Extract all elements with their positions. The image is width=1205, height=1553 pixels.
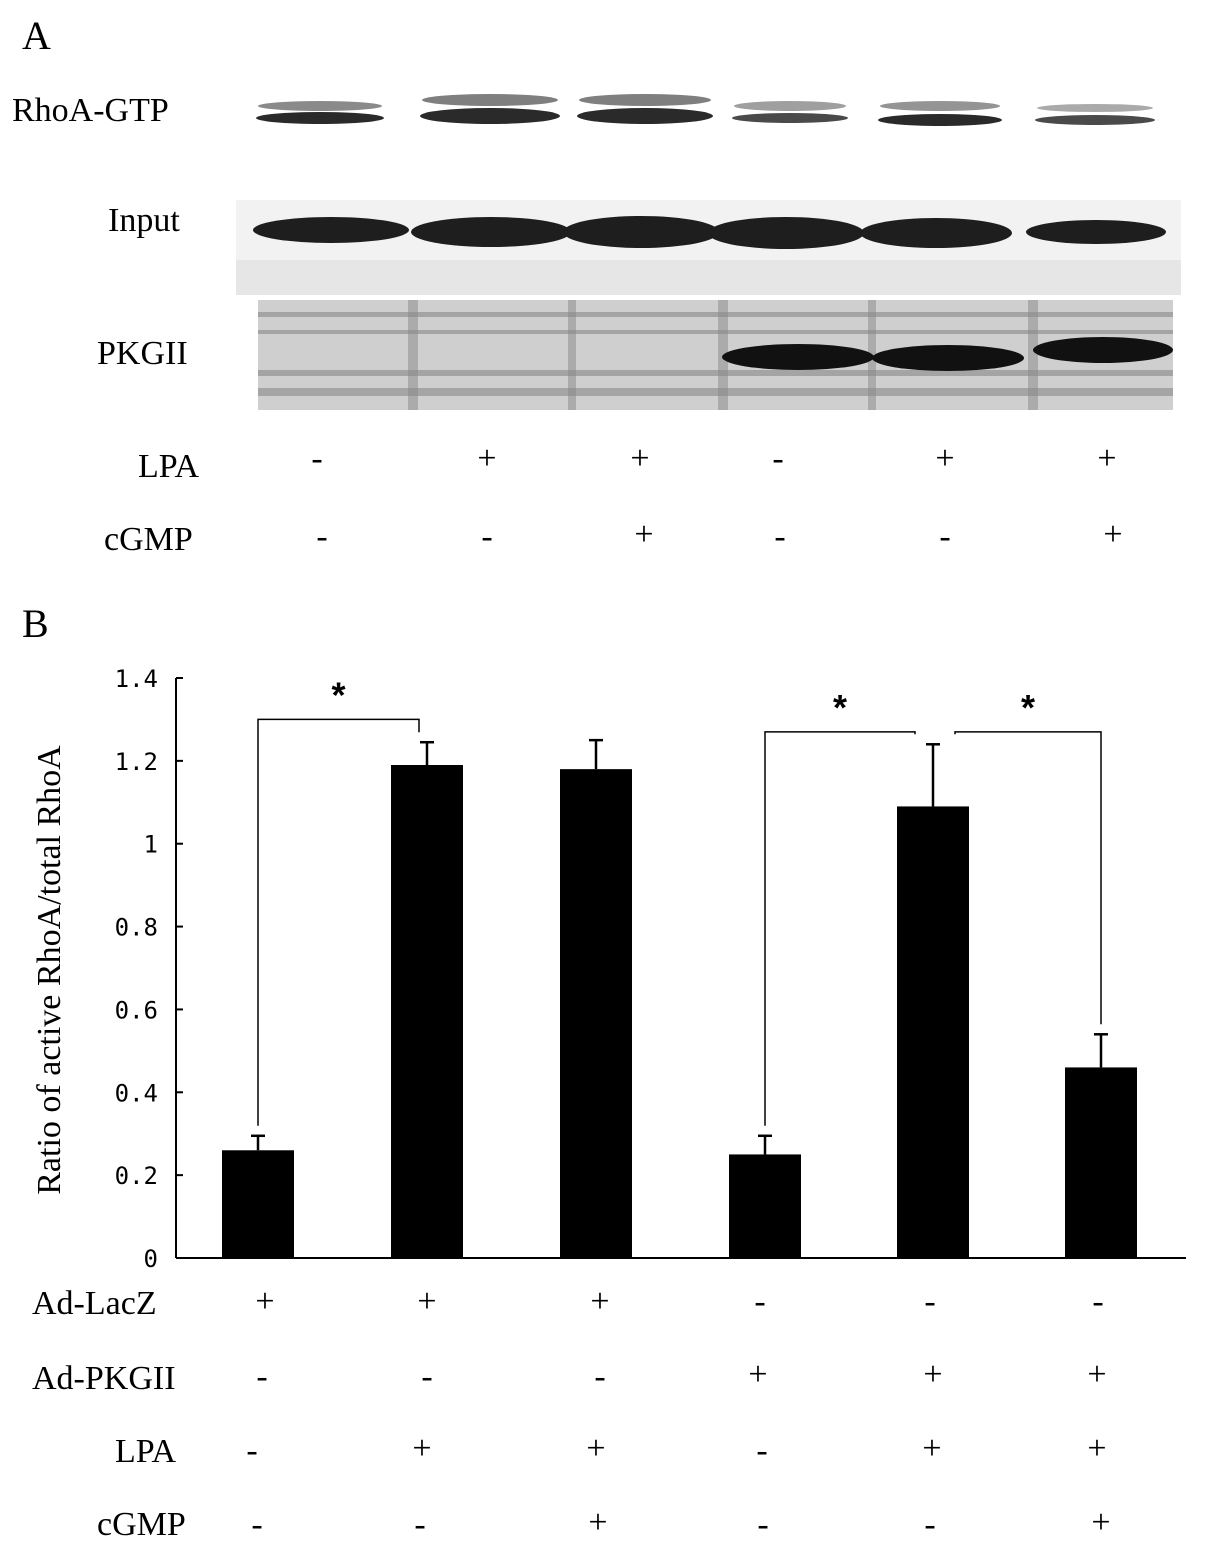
panel-b-cond-label-ad-lacz: Ad-LacZ	[32, 1285, 157, 1322]
panel-b-adpkgii-val-1: -	[256, 1358, 268, 1395]
panel-a-lpa-val-1: -	[311, 440, 323, 477]
panel-b-lpa-val-5: +	[922, 1430, 942, 1467]
panel-b-lpa-val-4: -	[756, 1432, 768, 1469]
panel-b-adlacz-val-3: +	[590, 1283, 610, 1320]
panel-b-cgmp-val-6: +	[1091, 1504, 1111, 1541]
significance-bracket	[764, 731, 916, 1126]
panel-b-lpa-val-3: +	[586, 1430, 606, 1467]
panel-a-cond-label-lpa: LPA	[138, 448, 200, 485]
blot-pkgii	[258, 300, 1173, 410]
panel-a-cgmp-val-2: -	[481, 518, 493, 555]
blot-rhoa-gtp	[250, 88, 1170, 158]
y-tick-label: 0	[144, 1245, 158, 1273]
panel-a-lpa-val-6: +	[1097, 440, 1117, 477]
panel-b-adpkgii-val-4: +	[748, 1356, 768, 1393]
bar-chart: Ratio of active RhoA/total RhoA 0 0.2 0.4 0…	[31, 665, 1186, 1273]
panel-a-cgmp-val-6: +	[1103, 516, 1123, 553]
blot-label-input: Input	[108, 202, 180, 239]
panel-b-cond-label-cgmp: cGMP	[97, 1506, 186, 1543]
blot-label-pkgii: PKGII	[97, 335, 188, 372]
panel-b-lpa-val-2: +	[412, 1430, 432, 1467]
panel-b-cgmp-val-3: +	[588, 1504, 608, 1541]
panel-a-lpa-val-4: -	[772, 440, 784, 477]
significance-star: *	[1021, 687, 1035, 728]
panel-a-cgmp-val-4: -	[774, 518, 786, 555]
panel-a-letter: A	[22, 13, 51, 58]
panel-b-cgmp-val-1: -	[251, 1506, 263, 1543]
panel-b-adlacz-val-5: -	[924, 1283, 936, 1320]
panel-b-cgmp-val-5: -	[924, 1506, 936, 1543]
y-tick-label: 1.4	[115, 665, 158, 693]
significance-bracket	[257, 718, 420, 1126]
blot-input	[236, 200, 1181, 295]
blot-label-rhoa-gtp: RhoA-GTP	[12, 92, 169, 129]
y-tick-label: 0.2	[115, 1162, 158, 1190]
y-tick-label: 0.6	[115, 996, 158, 1024]
panel-a-lpa-val-5: +	[935, 440, 955, 477]
panel-b-adpkgii-val-3: -	[594, 1358, 606, 1395]
panel-b-cond-label-lpa: LPA	[115, 1433, 177, 1470]
panel-b-letter: B	[22, 601, 49, 646]
significance-star: *	[331, 674, 345, 715]
y-tick-label: 1	[144, 831, 158, 859]
panel-b-cgmp-val-4: -	[757, 1506, 769, 1543]
panel-b-adpkgii-val-2: -	[421, 1358, 433, 1395]
y-tick-label: 1.2	[115, 748, 158, 776]
panel-b-cgmp-val-2: -	[414, 1506, 426, 1543]
panel-b-adlacz-val-2: +	[417, 1283, 437, 1320]
panel-b-adpkgii-val-6: +	[1087, 1356, 1107, 1393]
panel-b-adlacz-val-6: -	[1092, 1283, 1104, 1320]
panel-a-cgmp-val-1: -	[316, 518, 328, 555]
panel-a-cond-label-cgmp: cGMP	[104, 521, 193, 558]
panel-b-adlacz-val-4: -	[754, 1283, 766, 1320]
bar	[222, 1150, 294, 1258]
panel-b-cond-label-ad-pkgii: Ad-PKGII	[32, 1360, 176, 1397]
bar	[729, 1154, 801, 1258]
significance-bracket	[954, 731, 1102, 1025]
bar	[560, 769, 632, 1258]
panel-a-cgmp-val-5: -	[939, 518, 951, 555]
panel-a-lpa-val-2: +	[477, 440, 497, 477]
panel-b-lpa-val-1: -	[246, 1432, 258, 1469]
bar	[1065, 1067, 1137, 1258]
significance-star: *	[833, 687, 847, 728]
panel-b-adlacz-val-1: +	[255, 1283, 275, 1320]
panel-b-adpkgii-val-5: +	[923, 1356, 943, 1393]
panel-b-lpa-val-6: +	[1087, 1430, 1107, 1467]
bar	[897, 806, 969, 1258]
y-axis-label: Ratio of active RhoA/total RhoA	[31, 745, 68, 1195]
panel-a-lpa-val-3: +	[630, 440, 650, 477]
y-tick-label: 0.8	[115, 914, 158, 942]
y-tick-label: 0.4	[115, 1079, 158, 1107]
bar	[391, 765, 463, 1258]
panel-a-cgmp-val-3: +	[634, 516, 654, 553]
